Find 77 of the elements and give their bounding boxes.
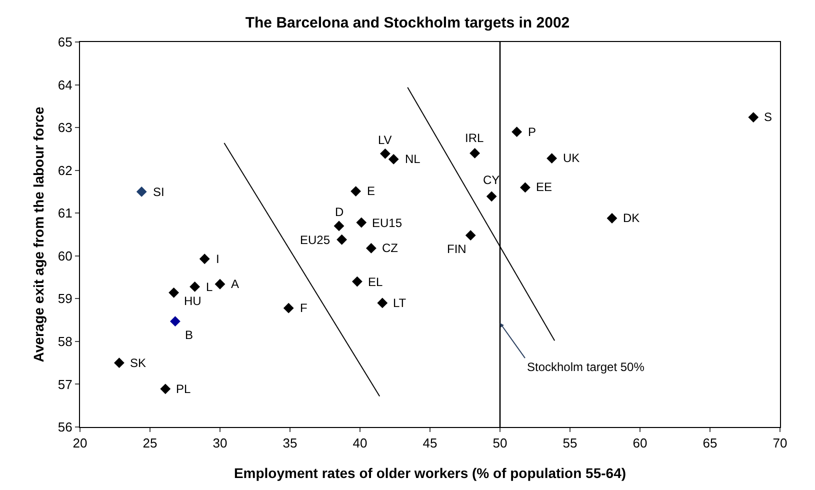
annotation: EE xyxy=(536,180,552,194)
annotation: I xyxy=(216,252,220,266)
point xyxy=(190,281,200,292)
point xyxy=(366,242,376,254)
x-tick-label: 65 xyxy=(702,436,718,451)
annotation: NL xyxy=(405,152,421,166)
annotation: FIN xyxy=(447,242,466,256)
x-tick-label: 30 xyxy=(212,436,228,451)
y-tick-label: 57 xyxy=(58,376,72,392)
annotation: EL xyxy=(368,275,384,289)
point xyxy=(283,302,294,314)
point xyxy=(136,186,147,197)
annotation: B xyxy=(185,328,194,342)
point xyxy=(114,358,124,368)
y-tick-label: 59 xyxy=(58,291,72,306)
point xyxy=(465,230,476,241)
annotation: L xyxy=(206,280,213,294)
point xyxy=(334,220,344,232)
point xyxy=(380,148,390,159)
y-tick-label: 61 xyxy=(58,206,72,221)
point xyxy=(356,217,367,228)
point xyxy=(168,287,179,298)
annotation: DK xyxy=(623,211,640,225)
annotation: CY xyxy=(483,173,500,187)
annotation: IRL xyxy=(465,131,484,145)
chart-title: The Barcelona and Stockholm targets in 2002 xyxy=(245,14,570,32)
y-tick-label: 56 xyxy=(58,420,72,435)
point xyxy=(470,148,480,158)
x-tick-label: 45 xyxy=(422,436,438,451)
point xyxy=(352,276,362,287)
annotation: UK xyxy=(563,151,580,165)
annotation: CZ xyxy=(382,241,398,255)
point xyxy=(199,254,210,264)
point xyxy=(377,298,388,308)
point xyxy=(512,126,522,138)
annotation: SK xyxy=(130,356,146,370)
x-tick-label: 55 xyxy=(562,436,578,451)
point xyxy=(170,316,180,327)
x-tick-label: 50 xyxy=(492,436,508,451)
x-tick-label: 35 xyxy=(282,436,298,451)
ref-line-label: Stockholm target 50% xyxy=(527,360,645,374)
annotation: LT xyxy=(393,296,407,310)
x-tick-label: 20 xyxy=(72,436,88,451)
x-tick-label: 25 xyxy=(142,436,158,451)
point xyxy=(520,182,530,193)
annotation: PL xyxy=(176,382,192,396)
annotation: EU25 xyxy=(300,233,330,247)
point xyxy=(748,112,759,122)
point xyxy=(486,191,497,202)
y-axis-title: Average exit age from the labour force xyxy=(30,106,47,362)
annotation: A xyxy=(231,277,240,291)
point xyxy=(214,278,226,290)
x-tick-label: 60 xyxy=(632,436,648,451)
x-axis-title: Employment rates of older workers (% of population 55-64) xyxy=(234,464,626,481)
point xyxy=(336,234,347,245)
annotation: EU15 xyxy=(372,216,402,230)
annotation: E xyxy=(367,184,376,198)
point xyxy=(350,186,361,196)
annotation: P xyxy=(528,125,536,139)
annotation: SI xyxy=(153,185,164,199)
annotation: F xyxy=(300,301,308,315)
point xyxy=(388,154,399,164)
point xyxy=(606,213,618,224)
point xyxy=(160,384,171,394)
y-tick-label: 62 xyxy=(58,162,72,178)
y-tick-label: 63 xyxy=(58,120,72,136)
x-tick-label: 40 xyxy=(352,436,368,451)
x-tick-label: 70 xyxy=(772,436,788,451)
annotation: HU xyxy=(184,294,202,308)
y-tick-label: 64 xyxy=(58,77,72,92)
y-tick-label: 60 xyxy=(58,248,72,264)
annotation: LV xyxy=(378,133,392,147)
y-tick-label: 65 xyxy=(58,34,72,50)
annotation: S xyxy=(764,110,772,124)
y-tick-label: 58 xyxy=(58,334,72,349)
point xyxy=(546,153,557,164)
annotation: D xyxy=(335,205,344,219)
